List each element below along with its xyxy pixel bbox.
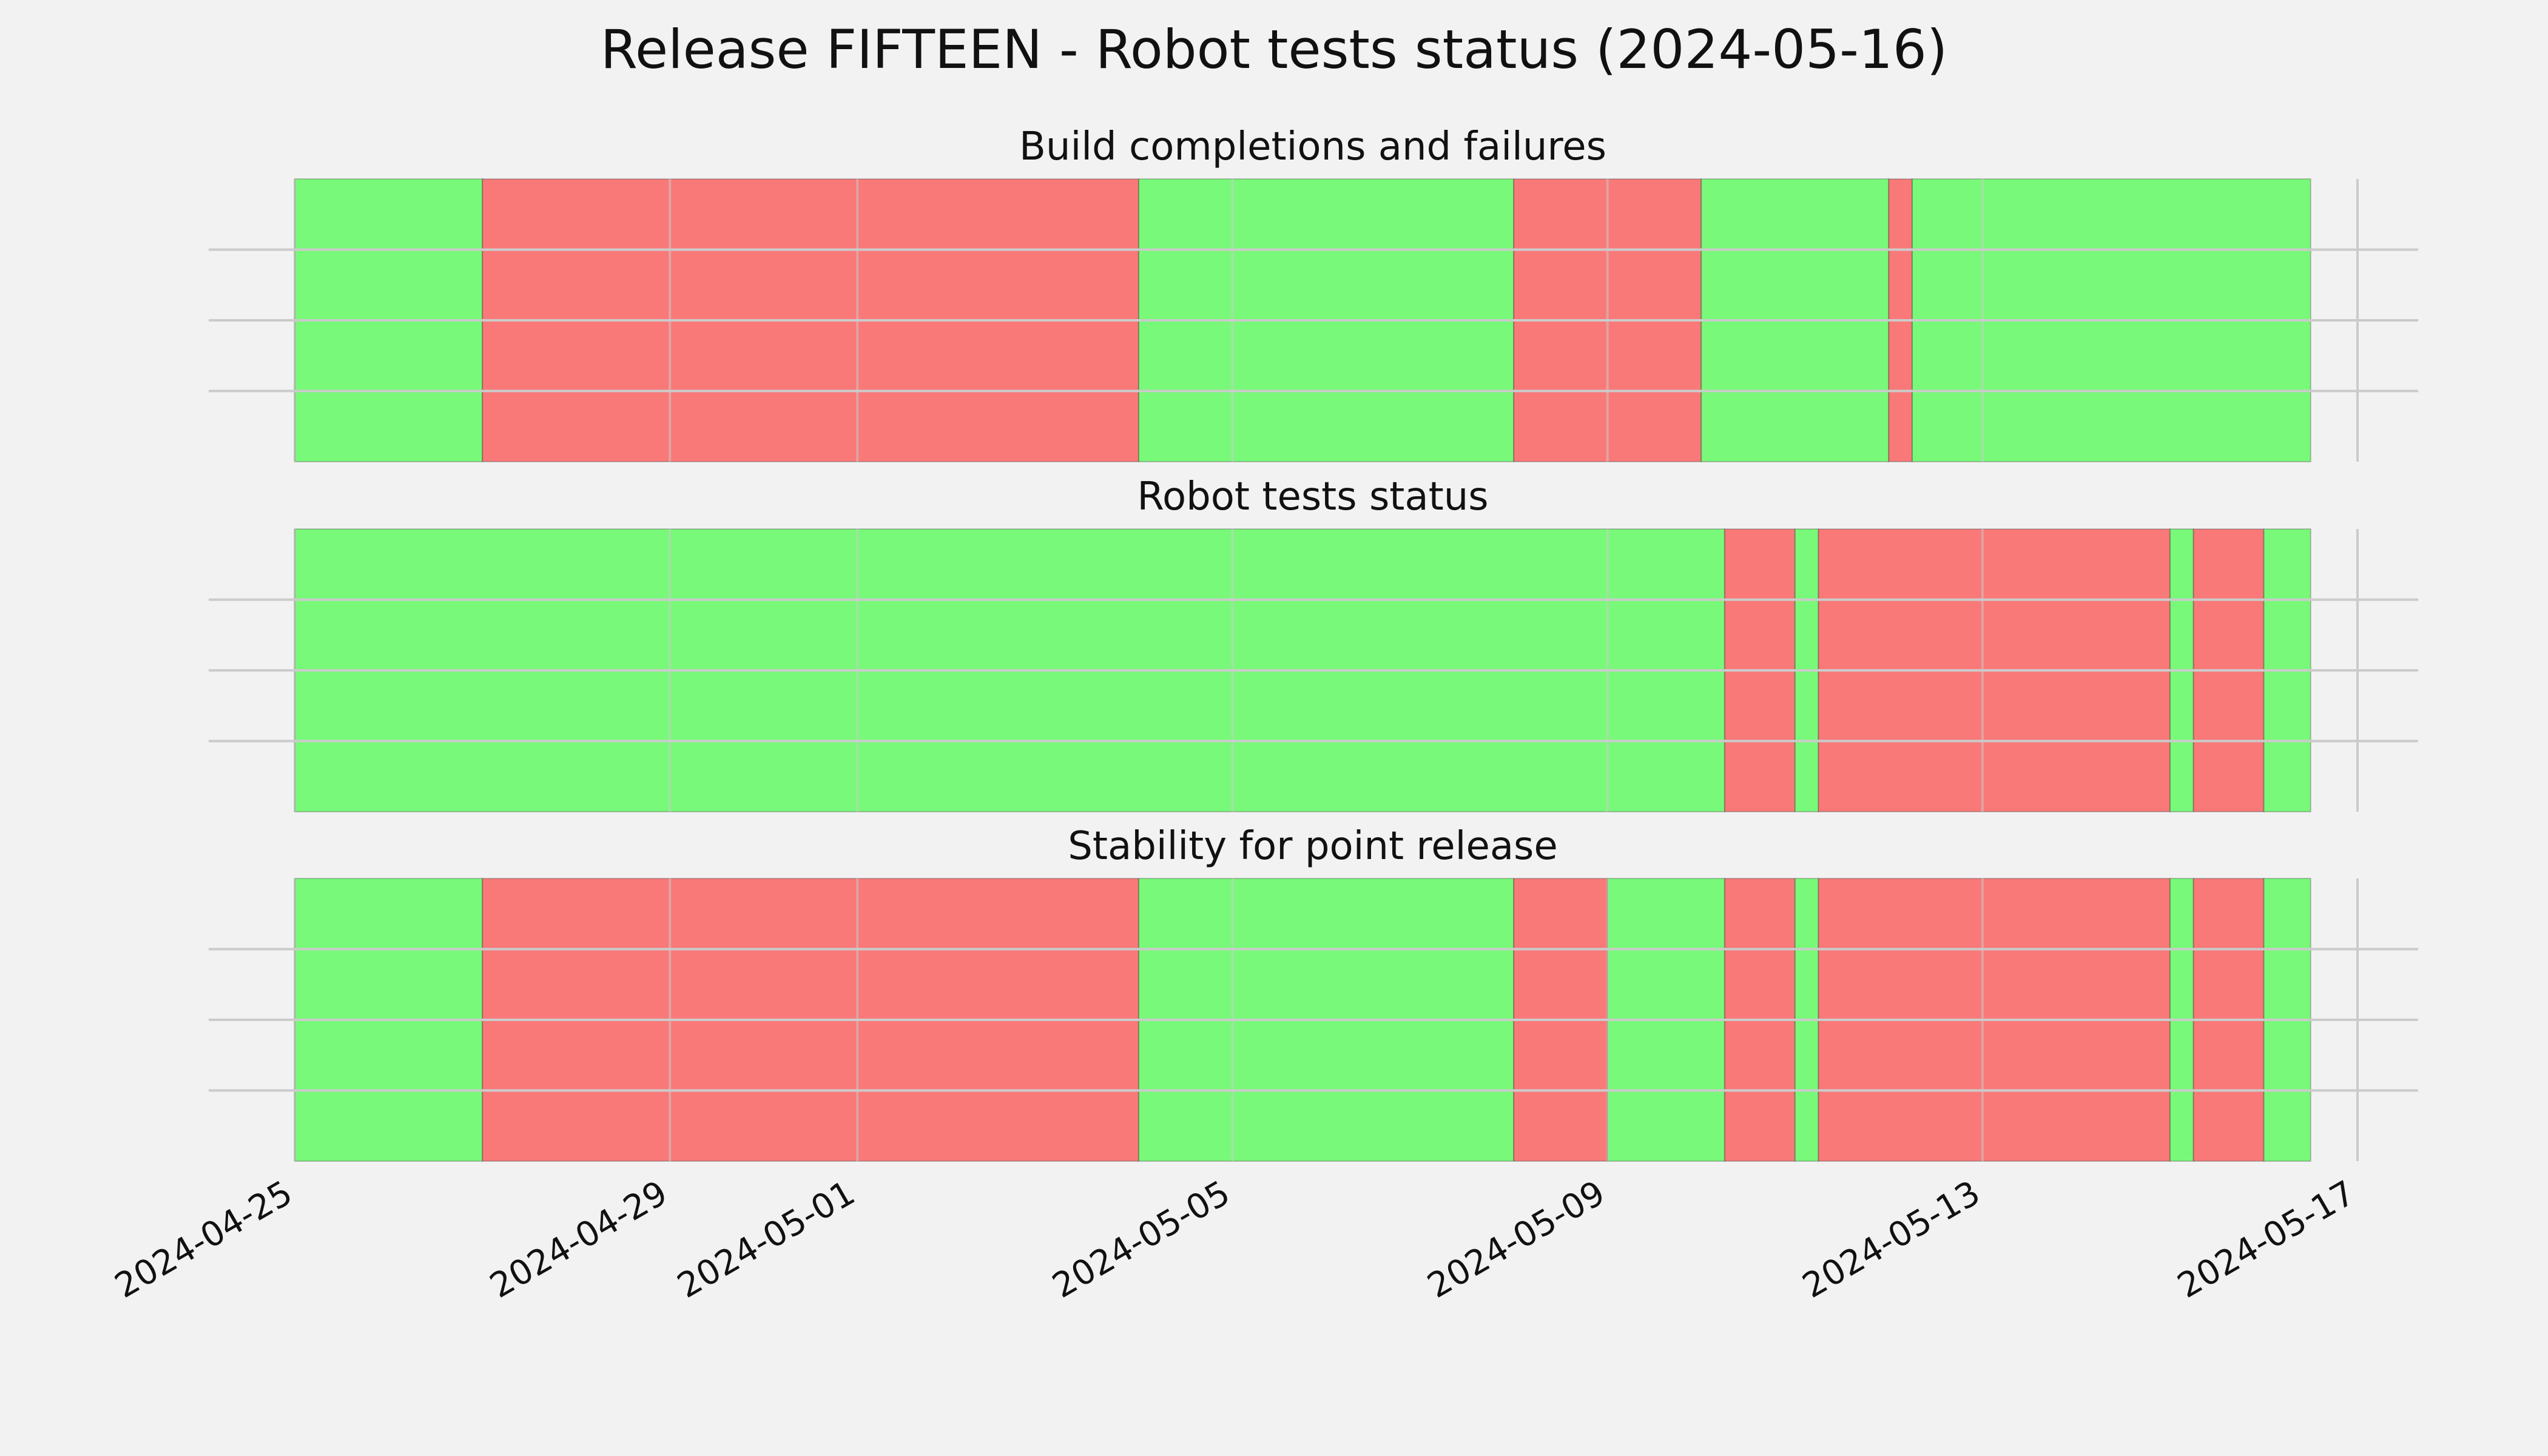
x-tick-label: 2024-05-05	[1046, 1173, 1236, 1306]
panel-title: Stability for point release	[1068, 824, 1558, 869]
panel-title: Robot tests status	[1137, 474, 1488, 519]
panel-2: Robot tests status	[209, 474, 2418, 812]
panel-1: Build completions and failures	[209, 124, 2418, 462]
x-tick-label: 2024-05-13	[1796, 1173, 1986, 1306]
x-tick-label: 2024-04-29	[484, 1173, 674, 1306]
chart-title: Release FIFTEEN - Robot tests status (20…	[601, 18, 1947, 81]
x-tick-label: 2024-05-01	[671, 1173, 861, 1306]
x-tick-label: 2024-05-09	[1421, 1173, 1611, 1306]
panel-title: Build completions and failures	[1019, 124, 1606, 169]
panel-3: Stability for point release	[209, 824, 2418, 1162]
x-tick-label: 2024-05-17	[2171, 1173, 2362, 1306]
panels: Build completions and failures Robot test…	[209, 124, 2418, 1162]
x-tick-label: 2024-04-25	[109, 1173, 299, 1306]
